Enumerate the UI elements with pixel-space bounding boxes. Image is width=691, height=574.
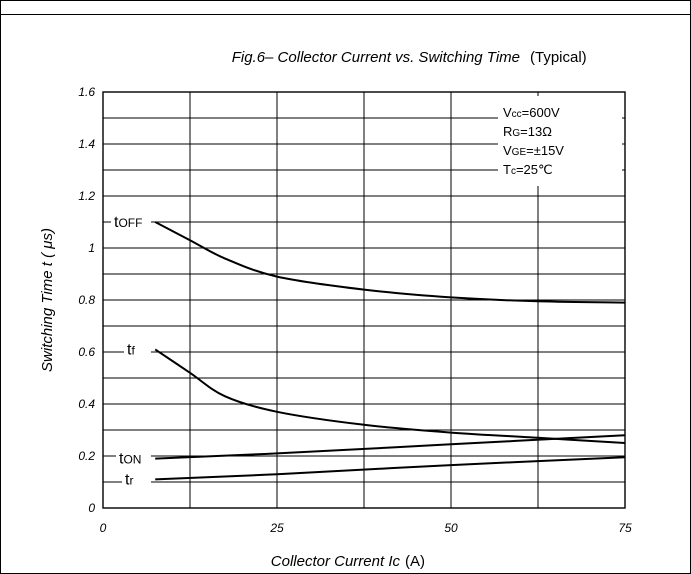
series-line-toff: [154, 221, 626, 304]
y-axis-label: Switching Time t ( μs): [39, 228, 56, 372]
chart-title-suffix: (Typical): [530, 49, 587, 66]
x-tick-labels: 0 25 50 75: [100, 521, 632, 535]
y-tick-labels: 0 0.2 0.4 0.6 0.8 1 1.2 1.4 1.6: [78, 85, 95, 515]
x-axis-label: Collector Current Ic: [271, 553, 401, 570]
series-label-tf: tf: [127, 341, 135, 358]
conditions-bg: [498, 96, 622, 186]
series-line-ton: [155, 434, 626, 460]
x-axis-unit: (A): [405, 553, 425, 570]
y-tick-label: 1.4: [78, 137, 95, 151]
y-tick-label: 0: [88, 501, 95, 515]
series-label-bg: [124, 339, 151, 360]
condition-line: RG=13Ω: [503, 124, 552, 139]
series-label-ton: tON: [119, 451, 141, 468]
y-tick-label: 0.6: [78, 345, 95, 359]
series-label-bg: [111, 212, 151, 232]
series-label-bg: [116, 448, 151, 469]
series-label-bg: [122, 469, 151, 490]
top-border-line: [0, 14, 691, 15]
x-tick-label: 50: [444, 521, 458, 535]
series-label-toff: tOFF: [114, 214, 142, 231]
chart-title: Fig.6– Collector Current vs. Switching T…: [232, 49, 520, 66]
y-tick-label: 1: [88, 241, 95, 255]
conditions-box: Vcc=600V RG=13Ω VGE=±15V Tc=25℃: [498, 96, 622, 186]
y-tick-label: 0.2: [78, 449, 95, 463]
series-labels: tOFF tf tON tr: [111, 212, 151, 490]
x-tick-label: 25: [269, 521, 284, 535]
series-line-tr: [155, 456, 626, 481]
series-line-tf: [154, 348, 626, 444]
y-tick-label: 0.4: [78, 397, 95, 411]
condition-line: VGE=±15V: [503, 143, 564, 158]
condition-line: Tc=25℃: [503, 162, 553, 177]
series-label-tr: tr: [125, 471, 133, 488]
x-tick-label: 75: [618, 521, 632, 535]
y-tick-label: 1.6: [78, 85, 95, 99]
plot-border: [102, 91, 626, 509]
series-lines: [154, 221, 626, 481]
condition-line: Vcc=600V: [503, 105, 560, 120]
x-tick-label: 0: [100, 521, 107, 535]
y-tick-label: 1.2: [78, 189, 95, 203]
y-tick-label: 0.8: [78, 293, 95, 307]
